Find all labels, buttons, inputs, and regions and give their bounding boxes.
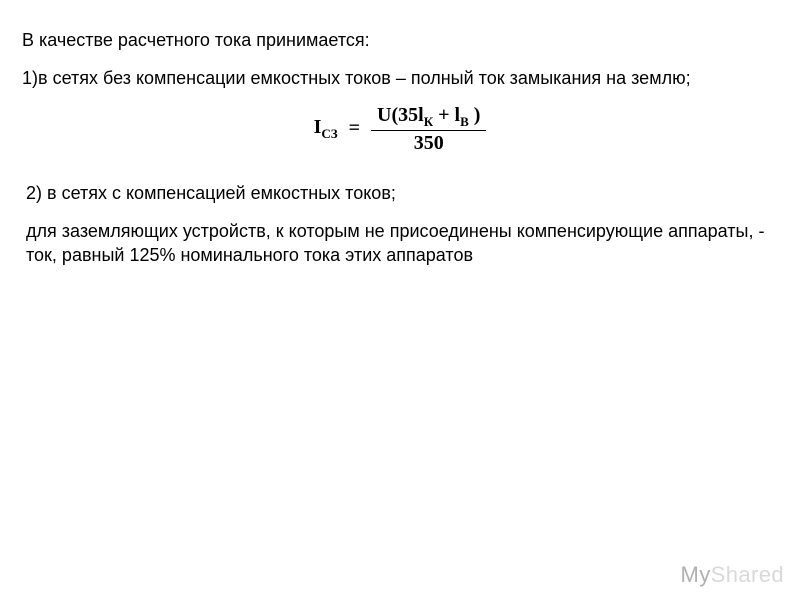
formula-lhs: IСЗ xyxy=(314,116,343,138)
num-sub2: В xyxy=(460,114,469,129)
watermark-shared: Shared xyxy=(711,562,784,587)
num-sub1: К xyxy=(424,114,433,129)
intro-text: В качестве расчетного тока принимается: xyxy=(22,28,778,52)
formula-denominator: 350 xyxy=(371,131,486,153)
watermark-link[interactable]: MyShared xyxy=(681,562,784,588)
list-item-1: 1)в сетях без компенсации емкостных токо… xyxy=(22,66,778,90)
document-page: В качестве расчетного тока принимается: … xyxy=(0,0,800,600)
num-part2: + l xyxy=(433,104,460,126)
num-part3: ) xyxy=(469,104,481,126)
list-item-2-desc: для заземляющих устройств, к которым не … xyxy=(22,219,778,268)
formula-numerator: U(35lК + lВ ) xyxy=(371,105,486,131)
formula-equals: = xyxy=(349,117,360,139)
formula-lhs-sub: СЗ xyxy=(321,126,337,141)
num-part1: U(35l xyxy=(377,104,424,126)
formula-fraction: U(35lК + lВ ) 350 xyxy=(371,105,486,153)
formula: IСЗ = U(35lК + lВ ) 350 xyxy=(314,105,487,153)
watermark-my: My xyxy=(681,562,711,587)
formula-block: IСЗ = U(35lК + lВ ) 350 xyxy=(22,105,778,153)
list-item-2: 2) в сетях с компенсацией емкостных токо… xyxy=(22,181,778,205)
